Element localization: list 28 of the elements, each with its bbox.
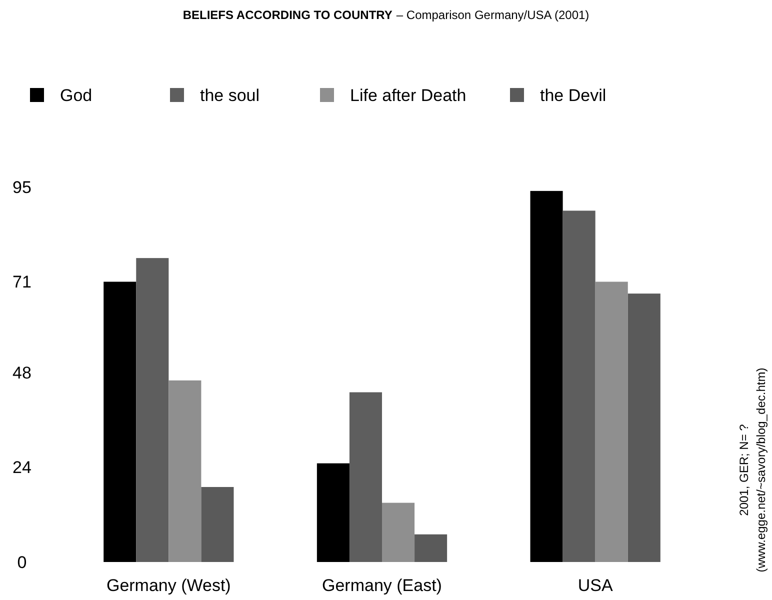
bar bbox=[628, 294, 660, 562]
legend-label: the soul bbox=[200, 86, 260, 105]
bar bbox=[316, 463, 350, 562]
chart-title: BELIEFS ACCORDING TO COUNTRY bbox=[182, 8, 392, 22]
bar bbox=[168, 380, 202, 562]
x-tick-label: Germany (East) bbox=[322, 576, 442, 595]
chart-subtitle: – Comparison Germany/USA (2001) bbox=[396, 8, 590, 22]
y-tick-label: 95 bbox=[12, 178, 32, 197]
legend-label: God bbox=[60, 86, 92, 105]
x-tick-label: USA bbox=[578, 576, 614, 595]
legend-label: the Devil bbox=[540, 86, 606, 105]
text: (www.egge.net/~savory/blog_dec.htm) bbox=[754, 368, 768, 572]
bar bbox=[201, 487, 234, 562]
bar bbox=[530, 190, 563, 562]
bar bbox=[382, 502, 415, 562]
legend-label: Life after Death bbox=[350, 86, 466, 105]
bar bbox=[595, 282, 628, 562]
y-tick-label: 0 bbox=[17, 552, 27, 572]
text: 2001, GER; N= ? bbox=[737, 424, 751, 516]
x-tick-label: Germany (West) bbox=[106, 576, 231, 595]
bar bbox=[136, 258, 169, 562]
y-tick-label: 24 bbox=[12, 458, 32, 478]
y-tick-label: 48 bbox=[12, 363, 32, 382]
y-tick-label: 71 bbox=[12, 272, 32, 292]
bar bbox=[414, 534, 448, 562]
bar bbox=[104, 282, 136, 562]
bar bbox=[349, 392, 382, 562]
bar bbox=[562, 210, 596, 562]
